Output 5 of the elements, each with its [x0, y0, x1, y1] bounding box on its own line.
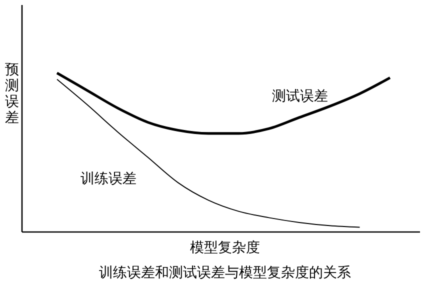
- series-label: 测试误差: [272, 88, 328, 105]
- text: 训练误差和测试误差与模型复杂度的关系: [99, 265, 351, 281]
- x-axis-title: 模型复杂度: [190, 240, 260, 256]
- y-axis-title: 预测误差: [5, 62, 19, 126]
- series-label: 训练误差: [80, 170, 137, 187]
